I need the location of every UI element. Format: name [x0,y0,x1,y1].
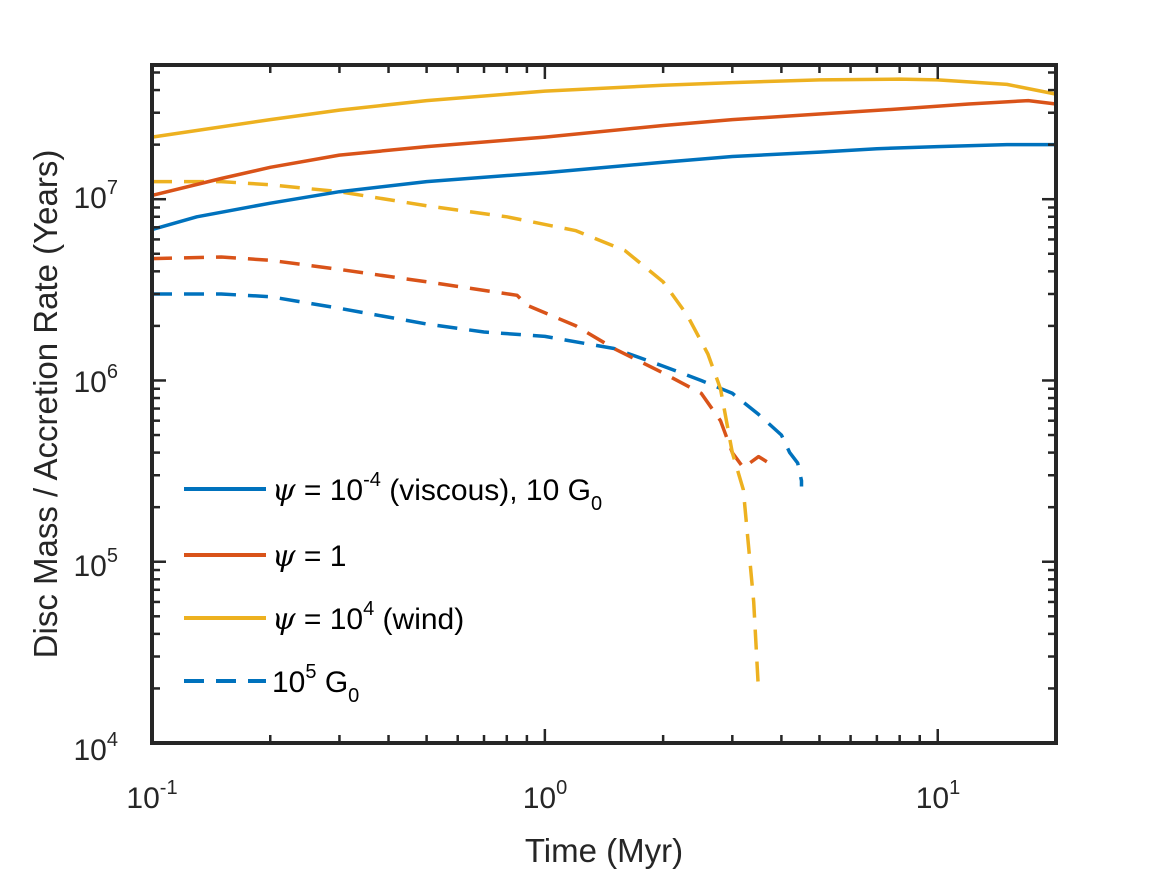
x-tick-label: 10-1 [126,777,177,815]
x-tick-label: 100 [523,777,568,815]
series-line [151,77,1057,139]
x-axis-label: Time (Myr) [525,832,683,869]
legend-label-high-uv: 105 G0 [272,661,359,707]
y-tick-label: 107 [74,177,119,215]
legend-label-wind: ψ = 104 (wind) [272,598,464,637]
y-axis-label: Disc Mass / Accretion Rate (Years) [27,150,64,659]
y-tick-label: 106 [74,361,119,399]
series-line [152,179,761,693]
series-line [151,142,1056,232]
series-line [152,292,804,487]
y-tick-label: 105 [74,545,119,583]
series-layer [151,77,1057,693]
plot-frame [150,63,1058,745]
series-line [151,98,1057,198]
legend-label-viscous: ψ = 10-4 (viscous), 10 G0 [272,469,602,515]
series-line [151,255,774,470]
legend: ψ = 10-4 (viscous), 10 G0 ψ = 1 ψ = 104 … [184,469,602,707]
x-tick-label: 101 [916,777,961,815]
y-tick-label: 104 [74,729,119,767]
legend-label-psi1: ψ = 1 [272,539,346,574]
